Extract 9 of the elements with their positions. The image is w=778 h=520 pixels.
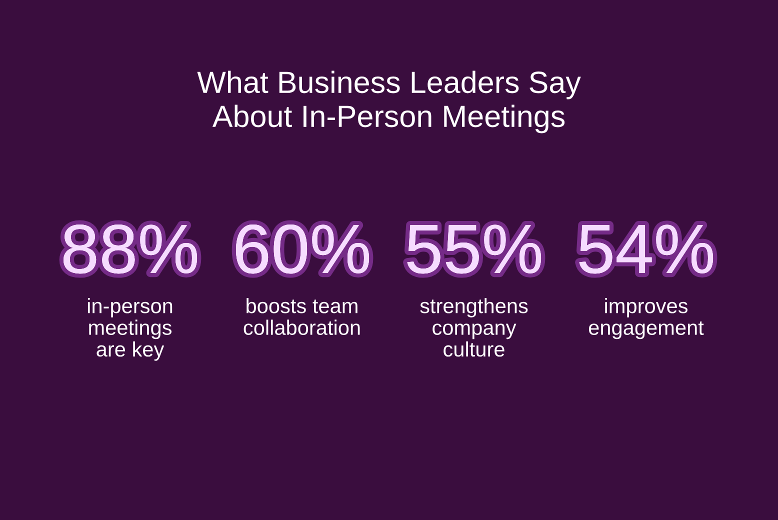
- category-label: in-person meetings are key: [88, 298, 172, 361]
- category-label: strengthens company culture: [420, 298, 528, 357]
- data-label: 88%: [64, 224, 198, 274]
- data-label: 60%: [236, 224, 370, 274]
- data-label: 55%: [407, 224, 542, 274]
- category-label: boosts team collaboration: [244, 298, 360, 335]
- text: What Business Leaders Say About In-Person Meetings: [197, 70, 581, 134]
- data-label: 54%: [579, 224, 714, 274]
- category-label: improves engagement: [588, 298, 704, 340]
